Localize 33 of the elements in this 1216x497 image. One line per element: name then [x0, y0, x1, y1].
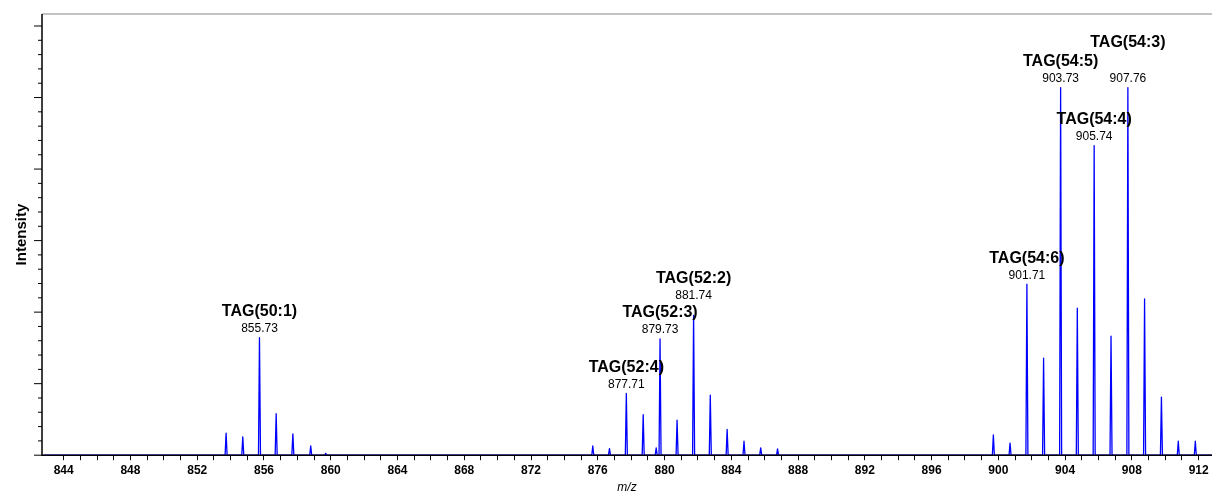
annotation: 855.73: [241, 320, 279, 335]
annotation: 903.73: [1042, 70, 1080, 85]
annotation: TAG(50:1): [221, 301, 298, 319]
x-tick-label: 884: [721, 462, 742, 477]
x-tick-label: 852: [187, 462, 208, 477]
x-tick-label: 864: [387, 462, 408, 477]
annotation: TAG(52:2): [655, 269, 732, 287]
x-tick-label: 896: [921, 462, 942, 477]
annotation: 881.74: [675, 288, 713, 303]
annotation: 905.74: [1075, 128, 1113, 143]
x-tick-label: 868: [454, 462, 475, 477]
x-tick-label: 904: [1055, 462, 1076, 477]
x-tick-label: 848: [120, 462, 141, 477]
annotation: 877.71: [607, 376, 646, 391]
x-tick-label: 872: [521, 462, 542, 477]
annotation: 901.71: [1008, 267, 1046, 282]
x-tick-label: 908: [1121, 462, 1143, 477]
x-tick-label: 892: [854, 462, 876, 477]
x-tick-label: 844: [53, 462, 75, 477]
x-tick-label: 900: [988, 462, 1009, 477]
x-tick-label: 880: [654, 462, 675, 477]
annotation: 907.76: [1109, 70, 1147, 85]
annotation: TAG(52:3): [622, 303, 698, 321]
x-axis-title: m/z: [617, 480, 637, 495]
annotation: 879.73: [641, 322, 679, 337]
y-axis-title: Intensity: [12, 203, 30, 266]
x-tick-label: 912: [1188, 462, 1209, 477]
annotation: TAG(54:5): [1022, 51, 1099, 69]
x-tick-label: 876: [587, 462, 609, 477]
x-tick-label: 856: [253, 462, 275, 477]
annotation: TAG(54:3): [1090, 32, 1166, 50]
x-tick-label: 860: [320, 462, 342, 477]
x-tick-label: 888: [788, 462, 809, 477]
